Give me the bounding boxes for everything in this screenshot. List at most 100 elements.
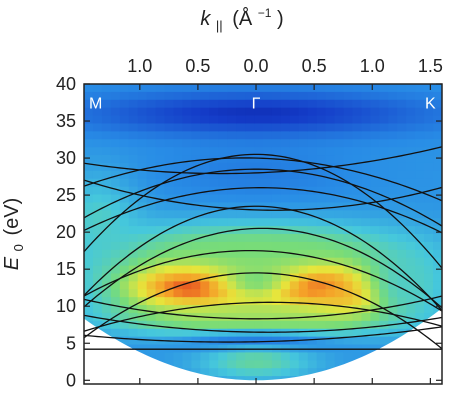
heatmap-cell	[263, 257, 273, 267]
heatmap-cell	[128, 281, 139, 290]
heatmap-cell	[370, 328, 380, 338]
heatmap-cell	[370, 336, 380, 346]
heatmap-cell	[424, 162, 434, 172]
heatmap-cell	[245, 312, 255, 322]
heatmap-cell	[352, 241, 363, 251]
heatmap-cell	[352, 210, 363, 219]
heatmap-cell	[388, 336, 398, 346]
heatmap-cell	[361, 289, 371, 298]
heatmap-cell	[263, 352, 273, 361]
heatmap-cell	[388, 147, 398, 156]
heatmap-cell	[173, 107, 184, 117]
heatmap-cell	[325, 289, 336, 298]
heatmap-cell	[218, 265, 228, 275]
heatmap-cell	[137, 257, 148, 267]
heatmap-cell	[173, 91, 184, 101]
heatmap-cell	[182, 360, 192, 369]
heatmap-cell	[415, 226, 425, 235]
y-tick-label: 0	[66, 370, 76, 390]
heatmap-cell	[110, 155, 121, 164]
heatmap-cell	[397, 328, 407, 338]
heatmap-cell	[424, 155, 434, 164]
heatmap-cell	[128, 328, 139, 338]
heatmap-cell	[227, 84, 237, 93]
heatmap-cell	[227, 210, 237, 219]
heatmap-cell	[298, 281, 309, 290]
heatmap-cell	[182, 123, 192, 132]
heatmap-cell	[361, 170, 371, 180]
heatmap-cell	[307, 139, 318, 148]
heatmap-cell	[254, 297, 264, 306]
heatmap-cell	[280, 84, 291, 93]
band-line	[84, 205, 442, 311]
heatmap-cell	[191, 352, 201, 361]
heatmap-cell	[298, 147, 309, 156]
heatmap-cell	[361, 99, 371, 109]
heatmap-cell	[263, 107, 273, 117]
heatmap-cell	[370, 170, 380, 180]
heatmap-cell	[397, 226, 407, 235]
heatmap-cell	[164, 249, 175, 259]
heatmap-cell	[227, 241, 237, 251]
heatmap-cell	[128, 297, 139, 306]
heatmap-cell	[92, 170, 103, 180]
heatmap-cell	[334, 305, 345, 314]
heatmap-cell	[173, 265, 184, 275]
heatmap-cell	[173, 115, 184, 125]
heatmap-cell	[352, 297, 363, 306]
heatmap-cell	[110, 186, 121, 196]
heatmap-cell	[316, 131, 327, 140]
heatmap-cell	[128, 194, 139, 204]
heatmap-cell	[137, 226, 148, 235]
heatmap-cell	[307, 336, 318, 346]
heatmap-cell	[415, 115, 425, 125]
heatmap-cell	[316, 218, 327, 227]
heatmap-cell	[433, 170, 442, 180]
heatmap-cell	[101, 305, 112, 314]
heatmap-cell	[218, 273, 228, 282]
heatmap-cell	[119, 210, 130, 219]
heatmap-cell	[155, 257, 166, 267]
heatmap-cell	[101, 312, 112, 322]
heatmap-cell	[101, 84, 112, 93]
x-axis-symbol: k	[200, 8, 211, 30]
heatmap-cell	[137, 139, 148, 148]
heatmap-cell	[209, 352, 219, 361]
heatmap-cell	[361, 234, 371, 243]
heatmap-cell	[119, 305, 130, 314]
heatmap-cell	[128, 273, 139, 282]
heatmap-cell	[388, 155, 398, 164]
heatmap-cell	[245, 115, 255, 125]
heatmap-cell	[182, 241, 192, 251]
heatmap-cell	[110, 297, 121, 306]
heatmap-cell	[119, 99, 130, 109]
heatmap-cell	[155, 84, 166, 93]
heatmap-cell	[200, 234, 210, 243]
heatmap-cell	[316, 289, 327, 298]
heatmap-cell	[289, 305, 300, 314]
heatmap-cell	[182, 297, 192, 306]
heatmap-cell	[191, 297, 201, 306]
heatmap-cell	[298, 115, 309, 125]
heatmap-cell	[209, 147, 219, 156]
heatmap-cell	[128, 202, 139, 211]
heatmap-cell	[307, 257, 318, 267]
heatmap-cell	[433, 265, 442, 275]
heatmap-cell	[119, 241, 130, 251]
heatmap-cell	[92, 289, 103, 298]
y-tick-label: 5	[66, 333, 76, 353]
heatmap-cell	[236, 336, 246, 346]
heatmap-cell	[164, 352, 175, 361]
symmetry-point-label: M	[89, 96, 102, 113]
heatmap-cell	[424, 210, 434, 219]
heatmap-cell	[325, 99, 336, 109]
band-line	[84, 153, 442, 269]
heatmap-cell	[352, 257, 363, 267]
heatmap-cell	[388, 257, 398, 267]
heatmap-cell	[110, 281, 121, 290]
heatmap-cell	[146, 210, 157, 219]
heatmap-cell	[271, 234, 282, 243]
symmetry-point-label: K	[425, 96, 436, 113]
heatmap-cell	[271, 186, 282, 196]
